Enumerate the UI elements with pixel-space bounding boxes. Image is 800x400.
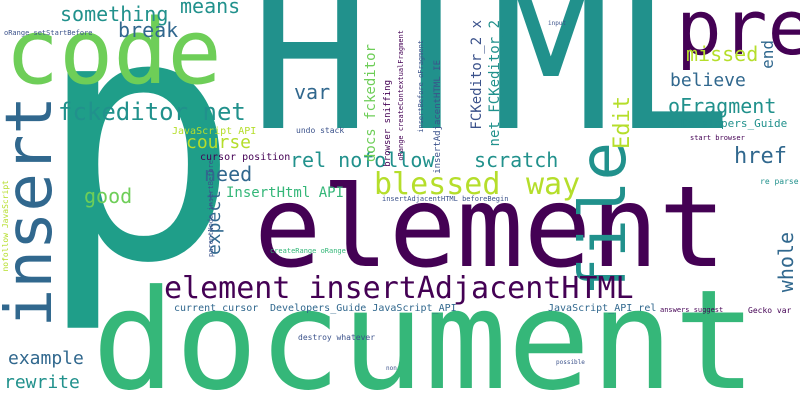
word-end: end — [760, 40, 776, 69]
word-net-fckeditor-2: net FCKeditor_2 — [488, 20, 502, 146]
word-parentnode-insertbefore: parentNode insertBefore — [208, 160, 215, 257]
word-insertadjacenthtml-ie: insertAdjacentHTML IE — [434, 60, 443, 174]
word-javascript-api: JavaScript API — [172, 127, 256, 137]
word-good: good — [84, 186, 132, 206]
word-href: href — [734, 146, 787, 168]
word-edit: Edit — [612, 96, 634, 149]
word-start-browser: start browser — [690, 135, 745, 142]
word-docs-fckeditor: docs fckeditor — [364, 44, 378, 162]
word-current-cursor: current cursor — [174, 304, 258, 314]
word-javascript-api-rel: JavaScript_API rel — [548, 304, 656, 314]
word-possible: possible — [556, 360, 585, 366]
word-ofragment: oFragment — [668, 96, 776, 116]
word-createrange-orange: createRange oRange — [270, 248, 346, 255]
word-believe: believe — [670, 72, 746, 90]
word-orange-setstartbefore: oRange setStartBefore — [4, 30, 93, 37]
word-nofollow-javascript: nofollow JavaScript — [2, 180, 10, 272]
word-undo-stack: undo stack — [296, 127, 344, 135]
word-scratch: scratch — [474, 150, 558, 170]
word-re-parse: re parse — [760, 178, 799, 186]
word-x-developers-guide: x Developers_Guide — [668, 118, 787, 129]
word-inserthtml-api: InsertHtml API — [226, 186, 344, 200]
word-input: input — [548, 21, 566, 27]
word-orange-createcontextualfragment: oRange createContextualFragment — [398, 30, 405, 161]
word-fckeditor-2-x: FCKeditor_2 x — [470, 20, 484, 130]
word-insertbefore-ofragment: insertBefore oFragment — [418, 40, 425, 133]
word-var: var — [294, 82, 330, 102]
word-insertadjacenthtml-beforebegin: insertAdjacentHTML beforeBegin — [382, 196, 508, 203]
word-non: non — [386, 366, 397, 372]
word-break: break — [118, 20, 178, 40]
word-missed: missed — [686, 44, 758, 64]
word-destroy-whatever: destroy whatever — [298, 334, 375, 342]
word-example: example — [8, 350, 84, 368]
word-answers-suggest: answers suggest — [660, 307, 723, 314]
word-whole: whole — [776, 232, 796, 292]
word-developers-guide-js: Developers_Guide JavaScript_API — [270, 304, 457, 314]
word-gecko-var: Gecko var — [748, 307, 791, 315]
word-means: means — [180, 0, 240, 16]
word-browser-sniffing: browser sniffing — [384, 80, 393, 167]
word-rewrite: rewrite — [4, 374, 80, 392]
word-way: way — [526, 170, 580, 200]
word-fckeditor-net: fckeditor net — [58, 100, 246, 124]
word-element-insertadjacenthtml: element insertAdjacentHTML — [164, 274, 634, 304]
